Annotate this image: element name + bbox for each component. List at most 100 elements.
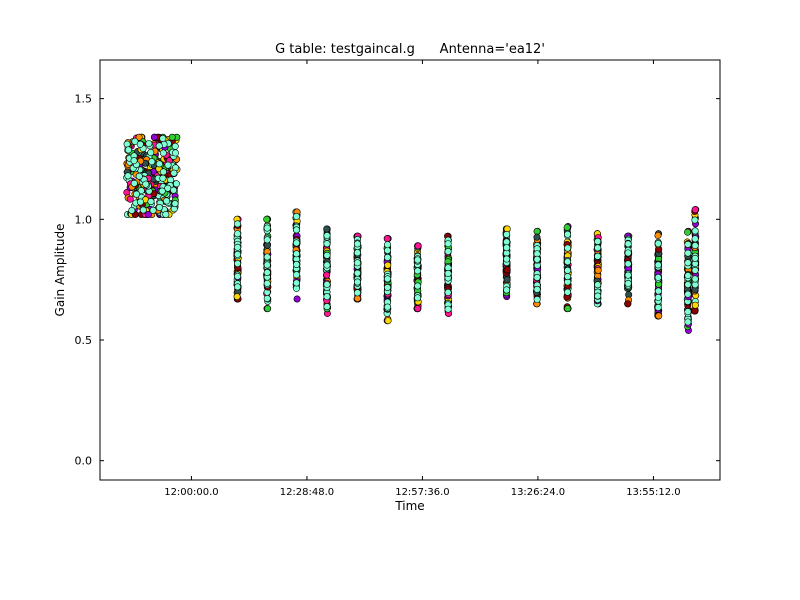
data-point	[172, 149, 180, 157]
data-point	[353, 240, 361, 248]
data-point	[533, 296, 541, 304]
data-point	[148, 158, 156, 166]
data-point	[384, 275, 392, 283]
data-point	[293, 260, 301, 268]
data-point	[130, 179, 138, 187]
data-point	[564, 273, 572, 281]
data-point	[691, 242, 699, 250]
data-point	[594, 252, 602, 260]
plot-area	[100, 60, 720, 480]
data-point	[234, 272, 242, 280]
data-point	[263, 294, 271, 302]
data-point	[234, 220, 242, 228]
data-point	[263, 261, 271, 269]
data-point	[131, 137, 139, 145]
data-point	[171, 200, 179, 208]
data-point	[263, 236, 271, 244]
data-point	[159, 174, 167, 182]
data-point	[132, 190, 140, 198]
data-point	[353, 259, 361, 267]
data-point	[691, 235, 699, 243]
data-point	[684, 240, 692, 248]
data-point	[503, 244, 511, 252]
y-tick-label: 1.0	[75, 213, 93, 226]
data-point	[155, 142, 163, 150]
data-point	[533, 273, 541, 281]
data-point	[155, 160, 163, 168]
data-point	[563, 223, 571, 231]
data-point	[684, 318, 692, 326]
data-point	[414, 256, 422, 264]
data-point	[444, 248, 452, 256]
x-tick-label: 12:00:00.0	[164, 487, 218, 498]
data-point	[503, 255, 511, 263]
data-point	[691, 206, 699, 214]
data-point	[293, 250, 301, 258]
x-tick-label: 12:28:48.0	[280, 487, 334, 498]
data-point	[691, 266, 699, 274]
data-point	[323, 271, 331, 279]
data-point	[684, 281, 692, 289]
data-point	[624, 240, 632, 248]
data-point	[263, 253, 271, 261]
data-point	[654, 287, 662, 295]
data-point	[564, 288, 572, 296]
data-point	[353, 278, 361, 286]
data-point	[654, 231, 662, 239]
data-point	[135, 172, 143, 180]
data-point	[414, 242, 422, 250]
data-point	[123, 140, 131, 148]
data-point	[147, 198, 155, 206]
data-point	[503, 276, 511, 284]
data-point	[684, 228, 692, 236]
y-axis-label: Gain Amplitude	[53, 224, 67, 317]
data-point	[159, 168, 167, 176]
data-point	[137, 187, 145, 195]
y-axis-ticks: 0.0 0.5 1.0 1.5	[75, 93, 720, 468]
data-point	[384, 283, 392, 291]
data-points	[123, 133, 700, 334]
data-point	[444, 288, 452, 296]
x-tick-label: 13:55:12.0	[626, 487, 680, 498]
data-point	[564, 258, 572, 266]
data-point	[293, 226, 301, 234]
data-point	[353, 269, 361, 277]
data-point	[142, 180, 150, 188]
data-point	[158, 187, 166, 195]
data-point	[384, 247, 392, 255]
data-point	[234, 243, 242, 251]
data-point	[159, 135, 167, 143]
data-point	[384, 317, 392, 325]
data-point	[594, 266, 602, 274]
data-point	[414, 294, 422, 302]
data-point	[124, 146, 132, 154]
data-point	[264, 305, 272, 313]
data-point	[323, 280, 331, 288]
data-point	[384, 253, 392, 261]
chart-title: G table: testgaincal.g Antenna='ea12'	[275, 42, 545, 57]
data-point	[150, 133, 158, 141]
data-point	[624, 249, 632, 257]
data-point	[594, 237, 602, 245]
data-point	[444, 240, 452, 248]
data-point	[323, 225, 331, 233]
data-point	[162, 210, 170, 218]
data-point	[654, 261, 662, 269]
data-point	[624, 271, 632, 279]
data-point	[654, 273, 662, 281]
data-point	[594, 292, 602, 300]
data-point	[684, 249, 692, 257]
data-point	[136, 198, 144, 206]
x-axis-label: Time	[394, 499, 424, 513]
data-point	[444, 269, 452, 277]
data-point	[691, 275, 699, 283]
data-point	[155, 203, 163, 211]
data-point	[691, 216, 699, 224]
data-point	[594, 244, 602, 252]
data-point	[654, 293, 662, 301]
data-point	[135, 133, 143, 141]
data-point	[654, 240, 662, 248]
data-point	[293, 271, 301, 279]
data-point	[564, 244, 572, 252]
